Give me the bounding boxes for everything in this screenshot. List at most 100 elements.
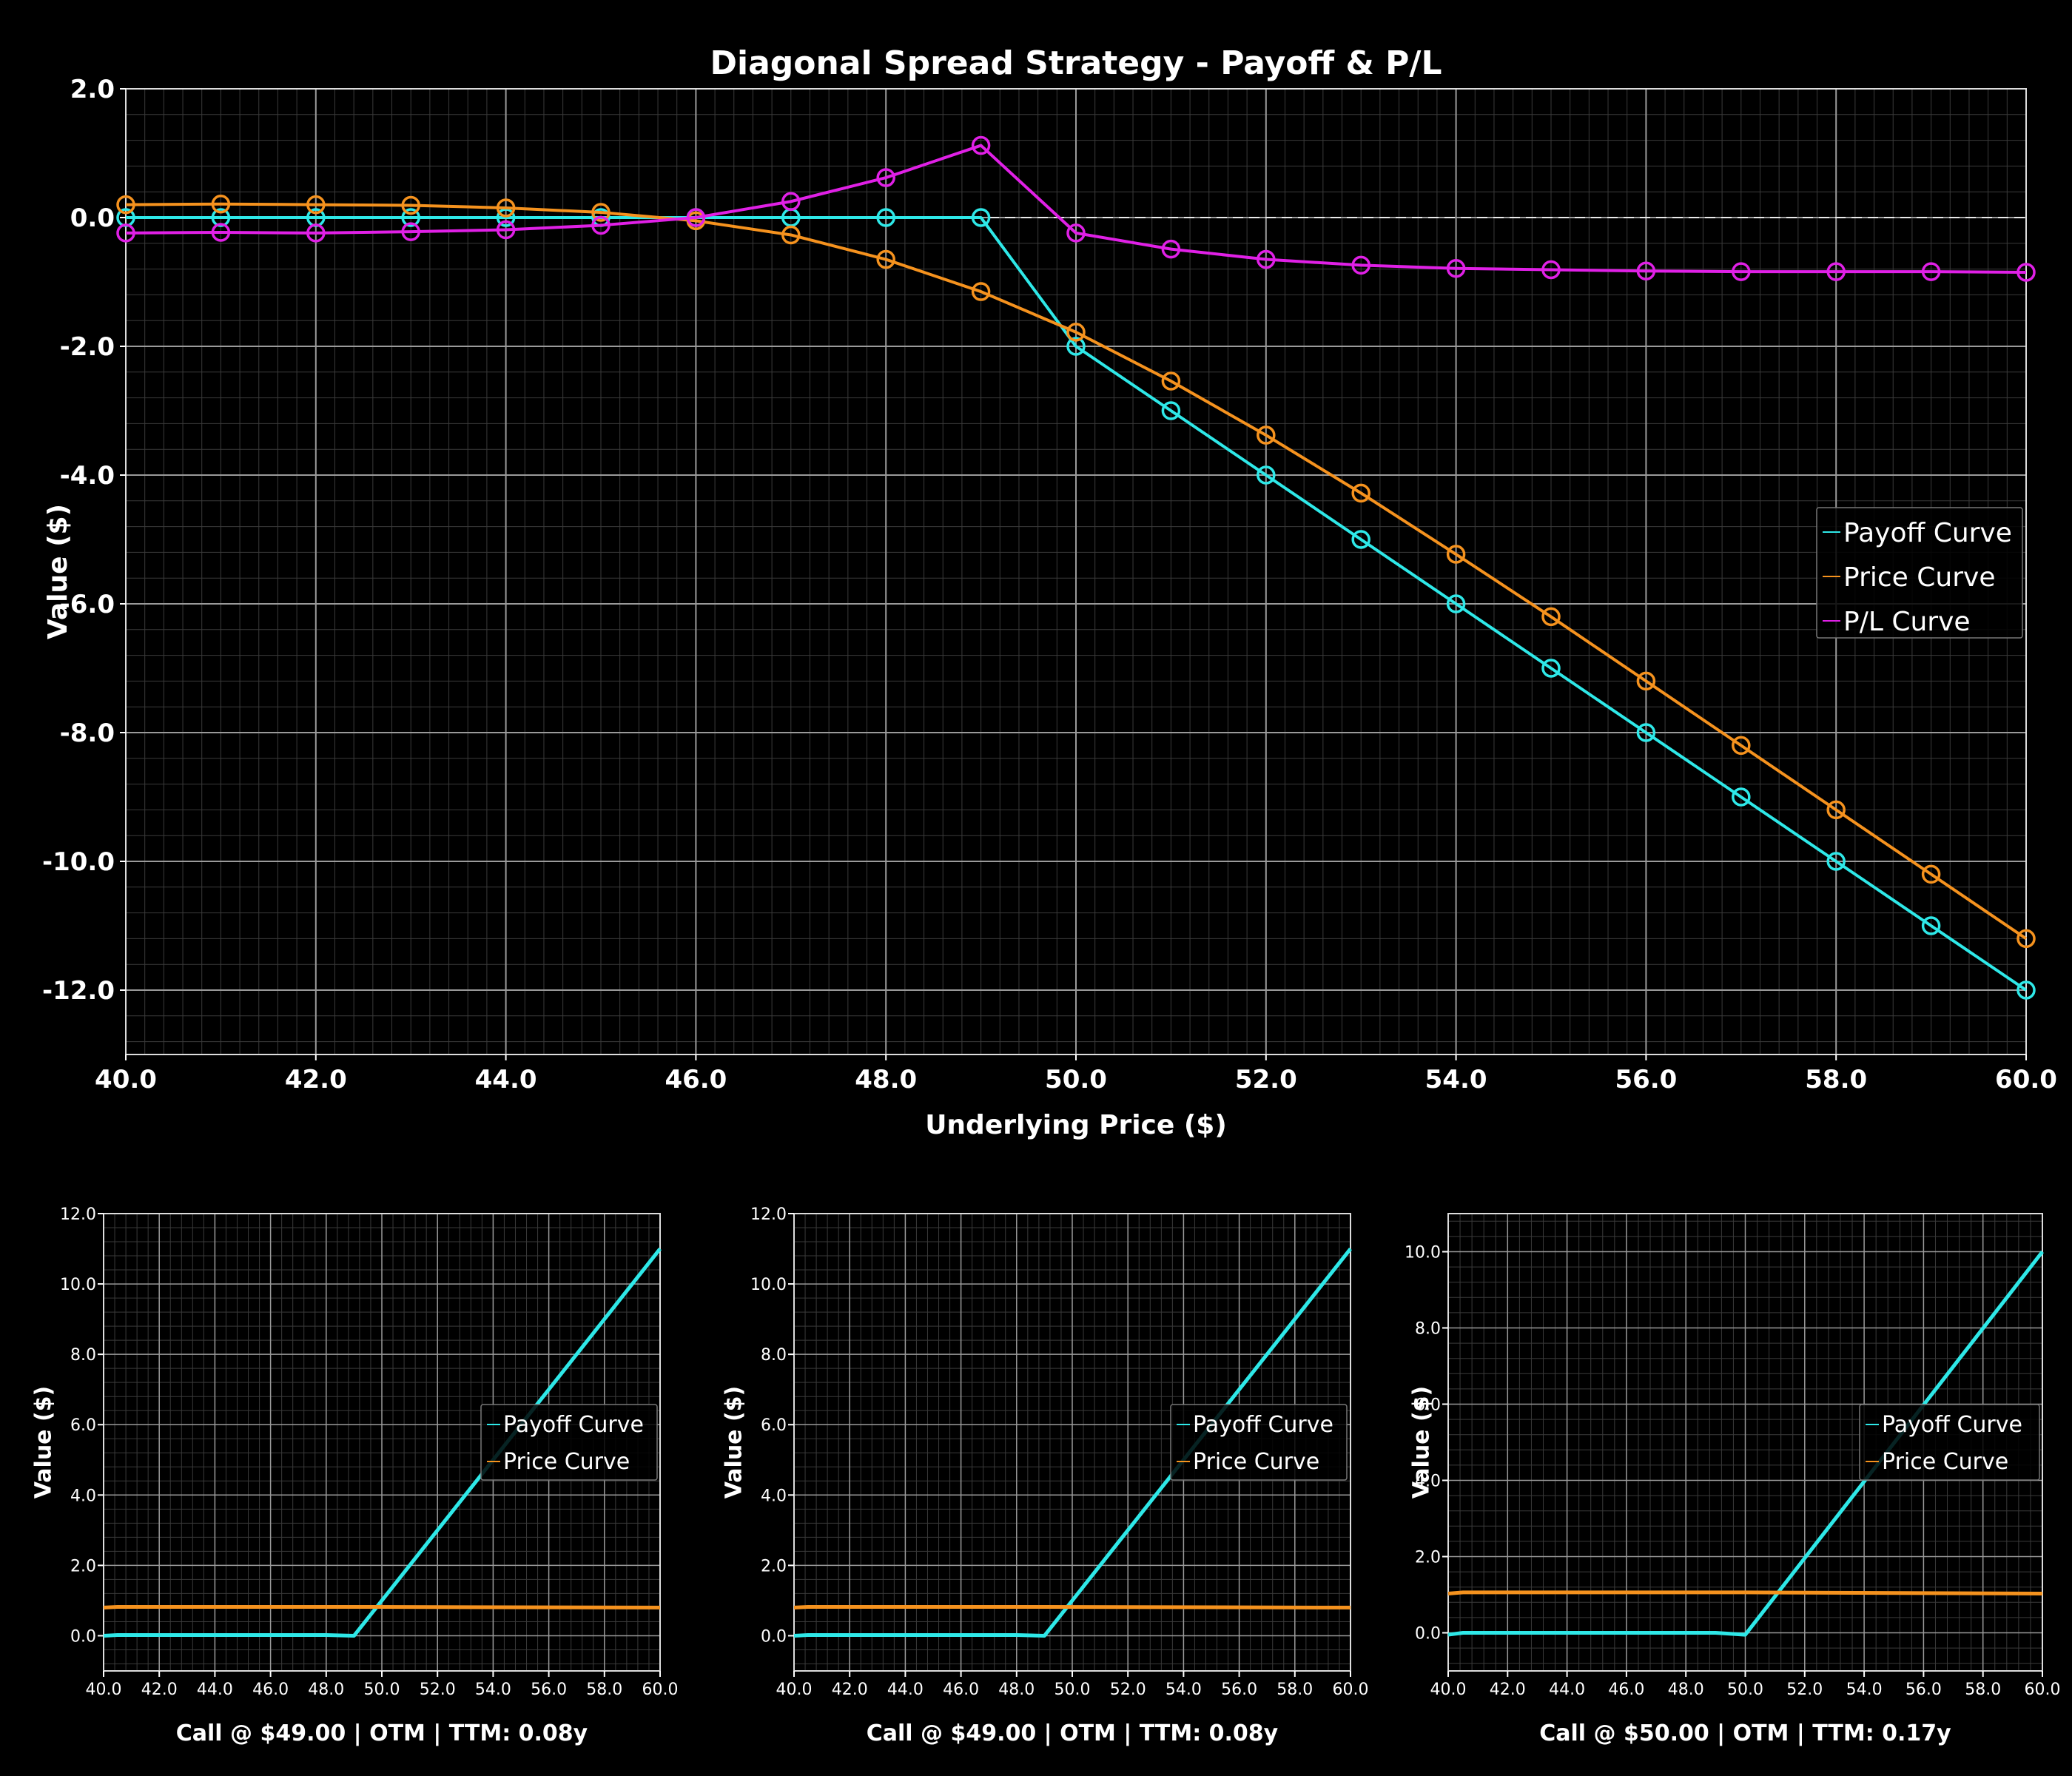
data-point [1446, 545, 1466, 564]
chart-2: 40.0 42.0 44.0 46.0 48.0 50.0 52.0 54.0 56.0 58.0… [31, 1205, 679, 1746]
x-tick-label: 44.0 [887, 1681, 924, 1699]
x-tick-label: 56.0 [531, 1681, 567, 1699]
y-tick-label: 0.0 [70, 204, 115, 233]
data-point [1732, 787, 1751, 807]
data-point [876, 208, 895, 227]
data-point [876, 168, 895, 187]
series-price-curve [1447, 1590, 2043, 1595]
data-point [1636, 671, 1656, 691]
y-tick-label: 8.0 [70, 1346, 96, 1365]
y-axis-label: Value ($) [31, 1386, 57, 1499]
y-tick-label: 4.0 [70, 1487, 96, 1505]
legend-label: Price Curve [1843, 562, 1995, 593]
y-tick-label: 6.0 [70, 1416, 96, 1435]
x-tick-label: 50.0 [1054, 1681, 1091, 1699]
legend-box [1170, 1404, 1348, 1481]
data-point [1351, 255, 1370, 275]
legend: Payoff Curve Price Curve [480, 1404, 658, 1481]
y-tick-label: 2.0 [70, 1557, 96, 1575]
series-p-l-curve [116, 135, 2036, 282]
legend-label: Payoff Curve [503, 1412, 644, 1438]
data-point [1257, 465, 1276, 485]
data-point [401, 208, 420, 227]
x-tick-label: 54.0 [1166, 1681, 1202, 1699]
x-tick-label: 44.0 [197, 1681, 233, 1699]
y-tick-label: 2.0 [70, 75, 115, 104]
data-point [971, 208, 991, 227]
x-tick-label: 52.0 [1786, 1681, 1823, 1699]
legend-box [1859, 1404, 2040, 1481]
x-tick-label: 50.0 [1727, 1681, 1763, 1699]
data-point [306, 223, 326, 243]
data-point [1636, 723, 1656, 742]
data-point [1921, 864, 1941, 884]
data-point [1161, 401, 1181, 420]
y-tick-label: 10.0 [60, 1276, 96, 1294]
series-payoff-curve [1447, 1250, 2044, 1637]
x-tick-label: 54.0 [1425, 1065, 1487, 1094]
legend-label: Payoff Curve [1882, 1412, 2022, 1438]
data-point [211, 208, 231, 227]
data-point [971, 135, 991, 155]
x-tick-label: 40.0 [95, 1065, 157, 1094]
legend-label: Price Curve [1882, 1449, 2008, 1475]
data-point [1921, 262, 1941, 281]
y-tick-label: -8.0 [60, 719, 115, 748]
data-point [1826, 262, 1846, 281]
x-tick-label: 58.0 [1805, 1065, 1867, 1094]
data-point [1351, 530, 1370, 549]
x-tick-label: 60.0 [2025, 1681, 2061, 1699]
series-line [125, 144, 2027, 274]
x-tick-label: 56.0 [1906, 1681, 1942, 1699]
series-line [1447, 1590, 2043, 1595]
data-point [2016, 263, 2036, 282]
y-axis-label: Value ($) [43, 504, 73, 639]
data-point [1066, 337, 1086, 356]
legend-label: Price Curve [503, 1449, 630, 1475]
y-tick-label: -6.0 [60, 590, 115, 619]
data-point [1161, 371, 1181, 391]
y-tick-label: 6.0 [761, 1416, 787, 1435]
data-point [496, 220, 516, 240]
x-tick-label: 46.0 [1608, 1681, 1644, 1699]
data-point [686, 208, 706, 227]
y-tick-label: -12.0 [42, 976, 115, 1006]
x-tick-label: 56.0 [1221, 1681, 1257, 1699]
y-tick-label: 10.0 [750, 1276, 787, 1294]
y-tick-label: 8.0 [1415, 1320, 1441, 1339]
data-point [1732, 262, 1751, 281]
data-point [401, 195, 420, 215]
data-point [306, 195, 326, 215]
y-tick-label: 4.0 [1415, 1473, 1441, 1491]
data-point [211, 223, 231, 242]
y-tick-label: -2.0 [60, 332, 115, 362]
data-point [1921, 916, 1941, 935]
y-tick-label: 8.0 [761, 1346, 787, 1365]
legend-box [1816, 507, 2023, 639]
legend: Payoff Curve Price Curve [1859, 1404, 2040, 1481]
x-tick-label: 60.0 [642, 1681, 679, 1699]
data-point [781, 225, 801, 245]
x-tick-label: 52.0 [1110, 1681, 1146, 1699]
x-tick-label: 48.0 [1668, 1681, 1704, 1699]
data-point [2016, 929, 2036, 949]
x-tick-label: 48.0 [855, 1065, 917, 1094]
x-tick-label: 42.0 [285, 1065, 347, 1094]
data-point [116, 223, 135, 243]
x-tick-label: 40.0 [1430, 1681, 1467, 1699]
x-tick-label: 42.0 [832, 1681, 868, 1699]
data-point [211, 194, 231, 214]
data-point [496, 198, 516, 218]
data-point [591, 215, 610, 235]
data-point [1066, 323, 1086, 342]
y-tick-label: -4.0 [60, 461, 115, 491]
x-tick-label: 48.0 [998, 1681, 1035, 1699]
x-tick-label: 54.0 [475, 1681, 511, 1699]
y-tick-label: 10.0 [1405, 1244, 1441, 1262]
legend-label: Payoff Curve [1193, 1412, 1333, 1438]
series-line [125, 202, 2028, 941]
x-axis-label: Underlying Price ($) [925, 1110, 1227, 1140]
data-point [1257, 249, 1276, 269]
series-payoff-curve [116, 208, 2036, 1000]
